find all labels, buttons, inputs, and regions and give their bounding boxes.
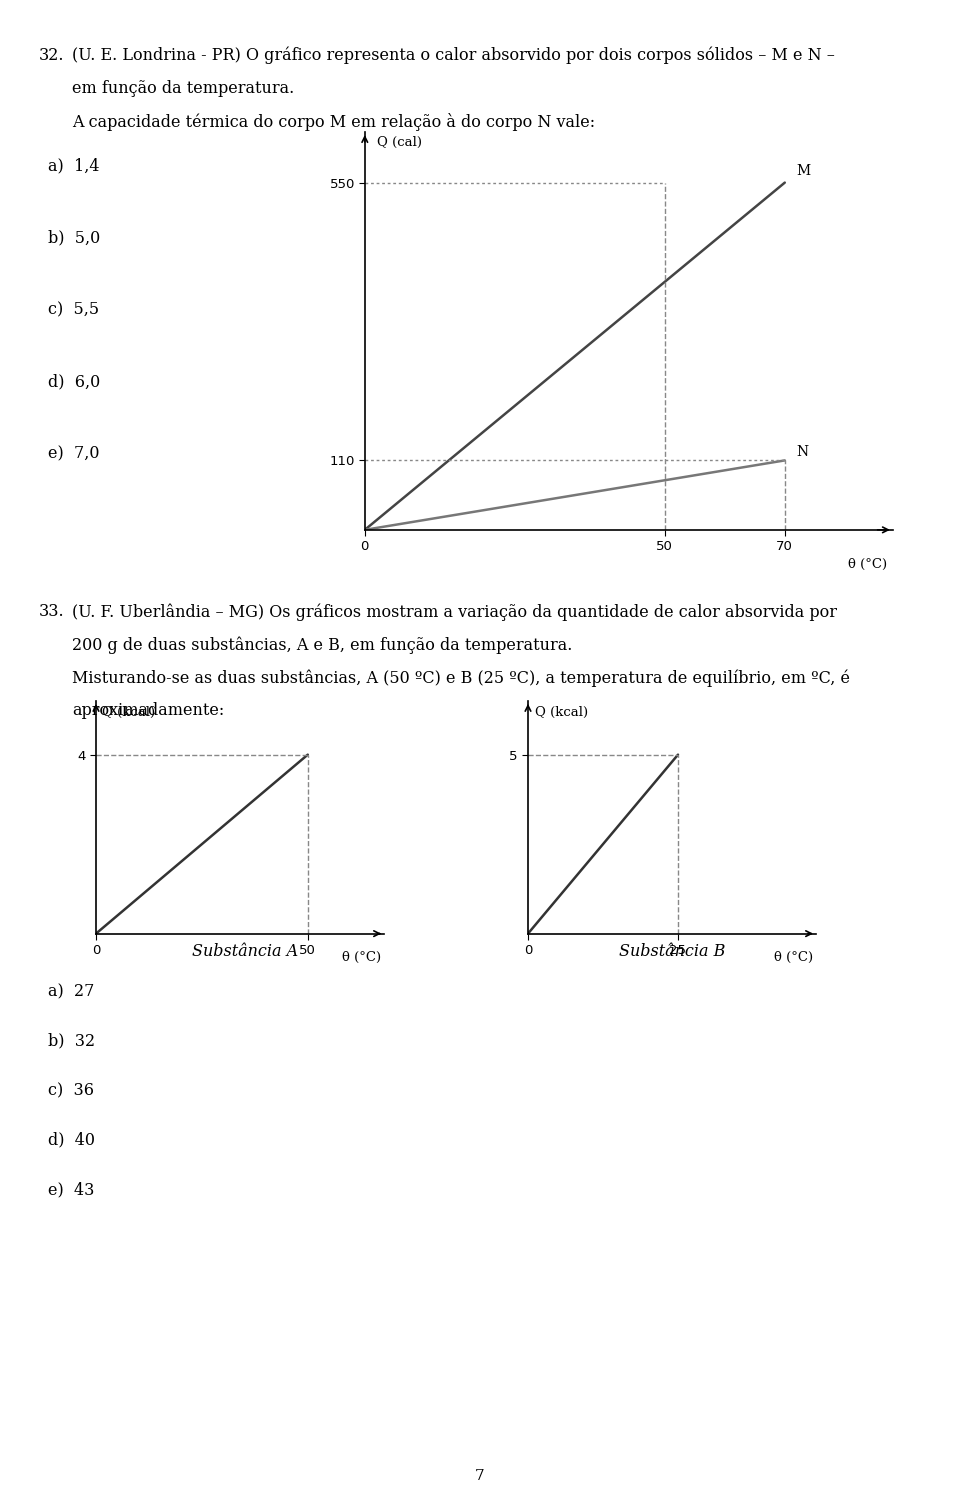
Text: Substância A: Substância A [192, 943, 298, 959]
Text: c)  5,5: c) 5,5 [48, 302, 99, 318]
Text: 33.: 33. [38, 603, 64, 620]
Text: (U. F. Uberlândia – MG) Os gráficos mostram a variação da quantidade de calor ab: (U. F. Uberlândia – MG) Os gráficos most… [72, 603, 837, 621]
Text: θ (°C): θ (°C) [774, 950, 813, 964]
Text: A capacidade térmica do corpo M em relação à do corpo N vale:: A capacidade térmica do corpo M em relaç… [72, 113, 595, 131]
Text: b)  5,0: b) 5,0 [48, 230, 100, 246]
Text: 200 g de duas substâncias, A e B, em função da temperatura.: 200 g de duas substâncias, A e B, em fun… [72, 636, 572, 654]
Text: e)  43: e) 43 [48, 1181, 94, 1198]
Text: M: M [797, 164, 811, 177]
Text: a)  27: a) 27 [48, 983, 94, 1000]
Text: 7: 7 [475, 1469, 485, 1483]
Text: (U. E. Londrina - PR) O gráfico representa o calor absorvido por dois corpos sól: (U. E. Londrina - PR) O gráfico represen… [72, 47, 835, 65]
Text: N: N [797, 446, 809, 459]
Text: a)  1,4: a) 1,4 [48, 158, 100, 174]
Text: θ (°C): θ (°C) [342, 950, 381, 964]
Text: aproximadamente:: aproximadamente: [72, 702, 225, 719]
Text: e)  7,0: e) 7,0 [48, 446, 100, 462]
Text: Q (kcal): Q (kcal) [536, 705, 588, 719]
Text: em função da temperatura.: em função da temperatura. [72, 80, 295, 96]
Text: Q (kcal): Q (kcal) [103, 705, 156, 719]
Text: d)  6,0: d) 6,0 [48, 374, 100, 390]
Text: 32.: 32. [38, 47, 64, 63]
Text: Misturando-se as duas substâncias, A (50 ºC) e B (25 ºC), a temperatura de equil: Misturando-se as duas substâncias, A (50… [72, 669, 850, 687]
Text: Substância B: Substância B [619, 943, 725, 959]
Text: d)  40: d) 40 [48, 1132, 95, 1148]
Text: c)  36: c) 36 [48, 1082, 94, 1099]
Text: θ (°C): θ (°C) [849, 558, 887, 572]
Text: b)  32: b) 32 [48, 1033, 95, 1049]
Text: Q (cal): Q (cal) [376, 137, 421, 149]
